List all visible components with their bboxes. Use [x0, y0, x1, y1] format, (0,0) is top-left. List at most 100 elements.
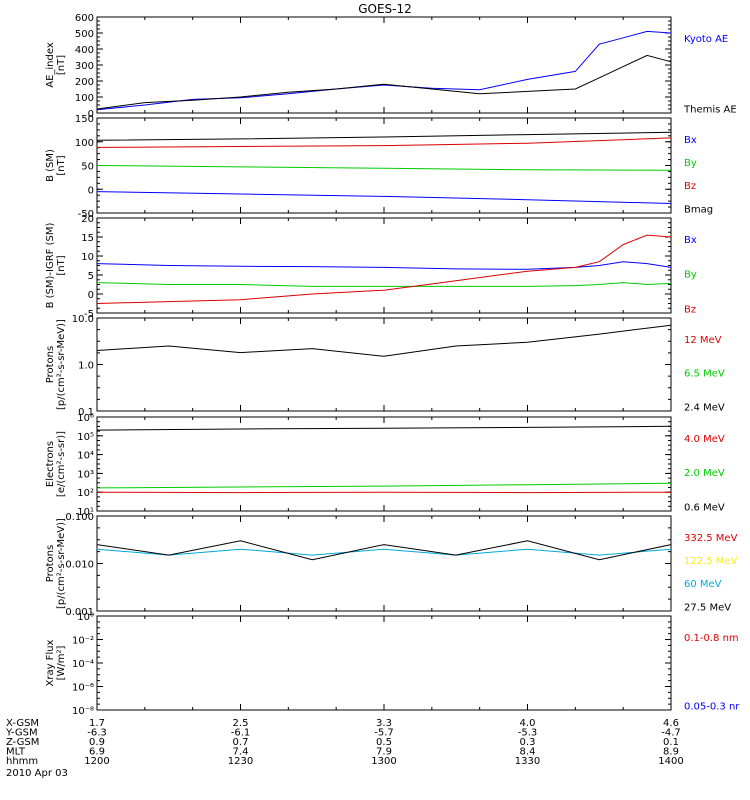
time-axis-table: X-GSM 1.7 2.5 3.3 4.0 4.6 Y-GSM -6.3 -6.1 -5.7 -5.…	[5, 718, 684, 779]
y-tick-label: 0.001	[65, 607, 94, 618]
y-tick-label: -5	[84, 309, 94, 320]
y-tick-label: 20	[81, 214, 94, 225]
time-axis-value: -4.7	[661, 728, 681, 739]
series-line-2-4-mev	[96, 324, 672, 357]
series-line-bmag	[96, 131, 672, 141]
time-axis-value: 2.5	[233, 718, 249, 729]
y-tick-label: 300	[75, 61, 94, 72]
panel-3: -5 0 5 10 15 20 B (SM)-IGRF (SM) [nT] Bx By Bz	[45, 214, 697, 320]
time-axis-value: -5.7	[374, 728, 394, 739]
y-tick-label: 100	[75, 138, 94, 149]
y-tick-label: 0	[88, 185, 94, 196]
y-axis-label: B (SM)	[45, 149, 56, 182]
y-axis-label: [nT]	[56, 255, 67, 275]
y-tick-label: 10⁻⁴	[72, 659, 94, 670]
legend-label: 27.5 MeV	[684, 602, 731, 613]
legend-label: Bmag	[684, 204, 713, 215]
series-line-2-0-mev	[96, 482, 672, 489]
time-axis-value: 7.4	[233, 747, 249, 758]
y-tick-label: 600	[75, 13, 94, 24]
time-axis-value: 1400	[658, 756, 683, 767]
series-line-0-6-mev	[96, 425, 672, 431]
time-axis-value: 4.6	[663, 718, 679, 729]
time-axis-value: 0.5	[376, 737, 392, 748]
panel-frame	[96, 117, 672, 214]
series-line-by	[96, 165, 672, 171]
legend-label: 0.05-0.3 nr	[684, 701, 740, 712]
series-line-themis-ae	[96, 54, 672, 110]
y-axis-label: Protons	[45, 545, 56, 582]
series-line-bx	[96, 261, 672, 270]
y-axis-label: Protons	[45, 346, 56, 383]
series-line-by	[96, 282, 672, 287]
panel-5: 10¹ 10² 10³ 10⁴ 10⁵ 10⁶ Electrons [e/(cm²-s-sr)…	[45, 413, 725, 518]
time-axis-value: 1300	[371, 756, 396, 767]
time-axis-value: 0.3	[520, 737, 536, 748]
series-line-bz	[96, 234, 672, 304]
time-axis-row-label: hhmm	[6, 756, 38, 767]
time-axis-row-label: X-GSM	[6, 718, 39, 729]
y-tick-label: 10	[81, 252, 94, 263]
y-tick-label: 10.0	[72, 314, 94, 325]
time-axis-row-label: Z-GSM	[6, 737, 39, 748]
legend-label: Bz	[684, 181, 696, 192]
y-tick-label: 50	[81, 162, 94, 173]
y-tick-label: 0	[88, 109, 94, 120]
y-tick-label: 10²	[77, 488, 94, 499]
y-axis-label: [nT]	[56, 55, 67, 75]
y-tick-label: 10⁻⁸	[72, 706, 94, 717]
panel-7: 10⁻⁸ 10⁻⁶ 10⁻⁴ 10⁻² 10⁰ Xray Flux [W/m²] 0.1-0.…	[45, 612, 740, 717]
series-line-kyoto-ae	[96, 30, 672, 111]
y-axis-label: B (SM)-IGRF (SM)	[45, 223, 56, 309]
time-axis-value: 1330	[515, 756, 540, 767]
panel-6: 0.001 0.010 0.100 Protons [p/(cm²-s-sr-MeV)]…	[45, 512, 738, 618]
y-tick-label: 10⁻⁶	[72, 683, 94, 694]
time-axis-row-label: MLT	[6, 747, 26, 758]
legend-label: 2.0 MeV	[684, 468, 725, 479]
time-axis-value: 1200	[84, 756, 109, 767]
time-axis-value: -6.3	[87, 728, 107, 739]
time-axis-value: 3.3	[376, 718, 392, 729]
time-axis-value: 0.7	[233, 737, 249, 748]
legend-label: 6.5 MeV	[684, 369, 725, 380]
time-axis-value: 0.9	[89, 737, 105, 748]
time-axis-value: 7.9	[376, 747, 392, 758]
y-axis-label: [e/(cm²-s-sr)]	[56, 431, 67, 497]
y-tick-label: 10⁶	[77, 413, 94, 424]
legend-label: 12 MeV	[684, 335, 722, 346]
legend-label: 332.5 MeV	[684, 533, 738, 544]
y-tick-label: 400	[75, 45, 94, 56]
date-label: 2010 Apr 03	[6, 768, 68, 779]
y-axis-label: AE_index	[45, 42, 56, 88]
y-tick-label: 0.100	[65, 512, 94, 523]
y-axis-label: [nT]	[56, 155, 67, 175]
time-axis-value: -5.3	[518, 728, 538, 739]
time-axis-value: -6.1	[231, 728, 251, 739]
y-tick-label: 10¹	[77, 507, 94, 518]
y-tick-label: 10⁵	[77, 432, 94, 443]
panel-1: 0 100 200 300 400 500 600 AE_index [nT] Kyoto AE T…	[45, 13, 737, 120]
panel-frame	[96, 317, 672, 412]
time-axis-value: 8.9	[663, 747, 679, 758]
legend-label: 2.4 MeV	[684, 402, 725, 413]
y-axis-label: [W/m²]	[56, 645, 67, 680]
time-axis-value: 4.0	[520, 718, 536, 729]
panel-2: -50 0 50 100 150 B (SM) [nT] Bx By Bz Bmag	[45, 114, 713, 220]
legend-label: 60 MeV	[684, 579, 722, 590]
y-tick-label: 100	[75, 93, 94, 104]
legend-label: 0.6 MeV	[684, 502, 725, 513]
legend-label: 122.5 MeV	[684, 556, 738, 567]
y-tick-label: 150	[75, 114, 94, 125]
legend-label: Bx	[684, 235, 697, 246]
legend-label: 0.1-0.8 nm	[684, 633, 739, 644]
y-tick-label: -50	[78, 209, 94, 220]
y-axis-label: [p/(cm²-s-sr-MeV)]	[56, 518, 67, 609]
series-line-27-5-mev	[96, 540, 672, 561]
time-axis-value: 1230	[228, 756, 253, 767]
legend-label: Bz	[684, 304, 696, 315]
y-axis-label: [p/(cm²-s-sr-MeV)]	[56, 319, 67, 410]
time-axis-value: 6.9	[89, 747, 105, 758]
y-tick-label: 5	[88, 271, 94, 282]
